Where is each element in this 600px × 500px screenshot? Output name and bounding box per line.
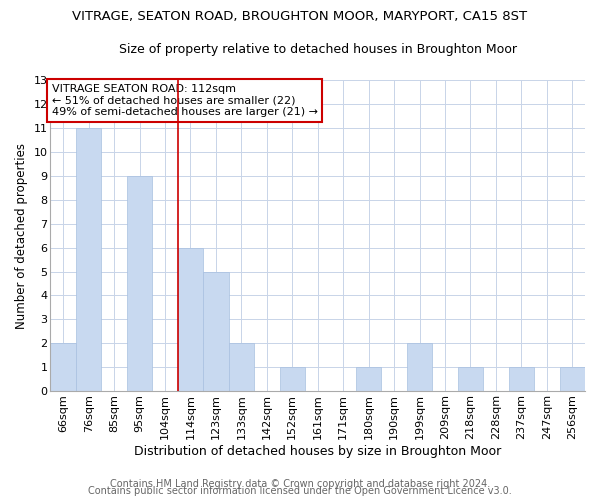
Text: VITRAGE SEATON ROAD: 112sqm
← 51% of detached houses are smaller (22)
49% of sem: VITRAGE SEATON ROAD: 112sqm ← 51% of det… bbox=[52, 84, 318, 117]
X-axis label: Distribution of detached houses by size in Broughton Moor: Distribution of detached houses by size … bbox=[134, 444, 502, 458]
Bar bbox=[229, 343, 254, 391]
Bar bbox=[127, 176, 152, 391]
Bar bbox=[509, 367, 534, 391]
Bar bbox=[203, 272, 229, 391]
Title: Size of property relative to detached houses in Broughton Moor: Size of property relative to detached ho… bbox=[119, 42, 517, 56]
Bar bbox=[76, 128, 101, 391]
Bar bbox=[280, 367, 305, 391]
Text: VITRAGE, SEATON ROAD, BROUGHTON MOOR, MARYPORT, CA15 8ST: VITRAGE, SEATON ROAD, BROUGHTON MOOR, MA… bbox=[73, 10, 527, 23]
Bar bbox=[356, 367, 382, 391]
Text: Contains public sector information licensed under the Open Government Licence v3: Contains public sector information licen… bbox=[88, 486, 512, 496]
Bar bbox=[50, 343, 76, 391]
Bar bbox=[178, 248, 203, 391]
Bar bbox=[560, 367, 585, 391]
Text: Contains HM Land Registry data © Crown copyright and database right 2024.: Contains HM Land Registry data © Crown c… bbox=[110, 479, 490, 489]
Y-axis label: Number of detached properties: Number of detached properties bbox=[15, 142, 28, 328]
Bar bbox=[458, 367, 483, 391]
Bar bbox=[407, 343, 432, 391]
